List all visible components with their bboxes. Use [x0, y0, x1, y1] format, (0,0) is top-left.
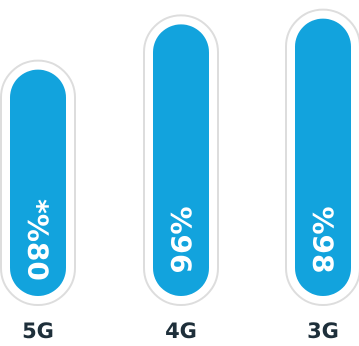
- bar-group-5g: *%80 5G: [0, 59, 76, 343]
- bar-value-label-5g: *%80: [22, 199, 55, 281]
- category-label-4g: 4G: [165, 319, 197, 343]
- bar-group-3g: %98 3G: [285, 8, 359, 343]
- bar-value-label-3g: %98: [307, 206, 340, 273]
- bar-4g: [153, 24, 209, 296]
- bar-3g: [295, 18, 351, 296]
- category-label-3g: 3G: [307, 319, 339, 343]
- bar-group-4g: %96 4G: [143, 14, 219, 343]
- bar-5g: [10, 69, 66, 296]
- category-label-5g: 5G: [22, 319, 54, 343]
- bar-value-label-4g: %96: [165, 206, 198, 273]
